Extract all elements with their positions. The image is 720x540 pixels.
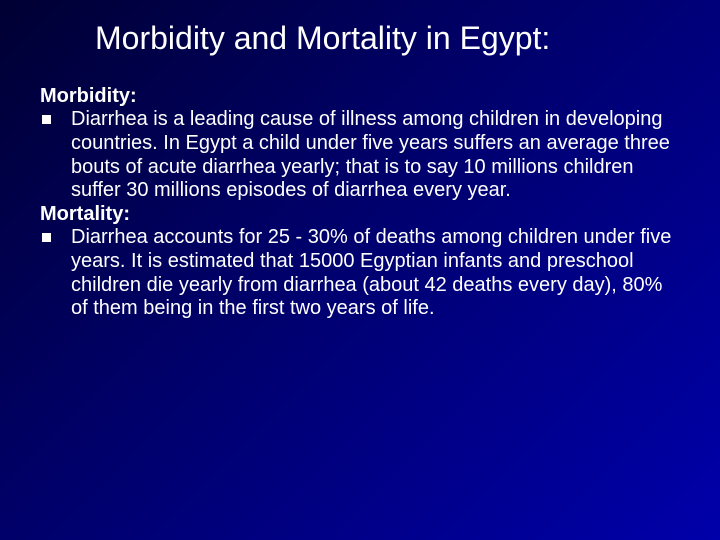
bullet-item: Diarrhea is a leading cause of illness a… xyxy=(40,108,680,202)
slide-body: Morbidity: Diarrhea is a leading cause o… xyxy=(40,85,680,321)
square-bullet-icon xyxy=(42,233,51,242)
bullet-text: Diarrhea is a leading cause of illness a… xyxy=(71,108,680,202)
bullet-item: Diarrhea accounts for 25 - 30% of deaths… xyxy=(40,226,680,320)
slide-title: Morbidity and Mortality in Egypt: xyxy=(95,20,680,57)
square-bullet-icon xyxy=(42,115,51,124)
section-heading-morbidity: Morbidity: xyxy=(40,85,680,109)
bullet-text: Diarrhea accounts for 25 - 30% of deaths… xyxy=(71,226,680,320)
section-heading-mortality: Mortality: xyxy=(40,203,680,227)
slide: Morbidity and Mortality in Egypt: Morbid… xyxy=(0,0,720,540)
